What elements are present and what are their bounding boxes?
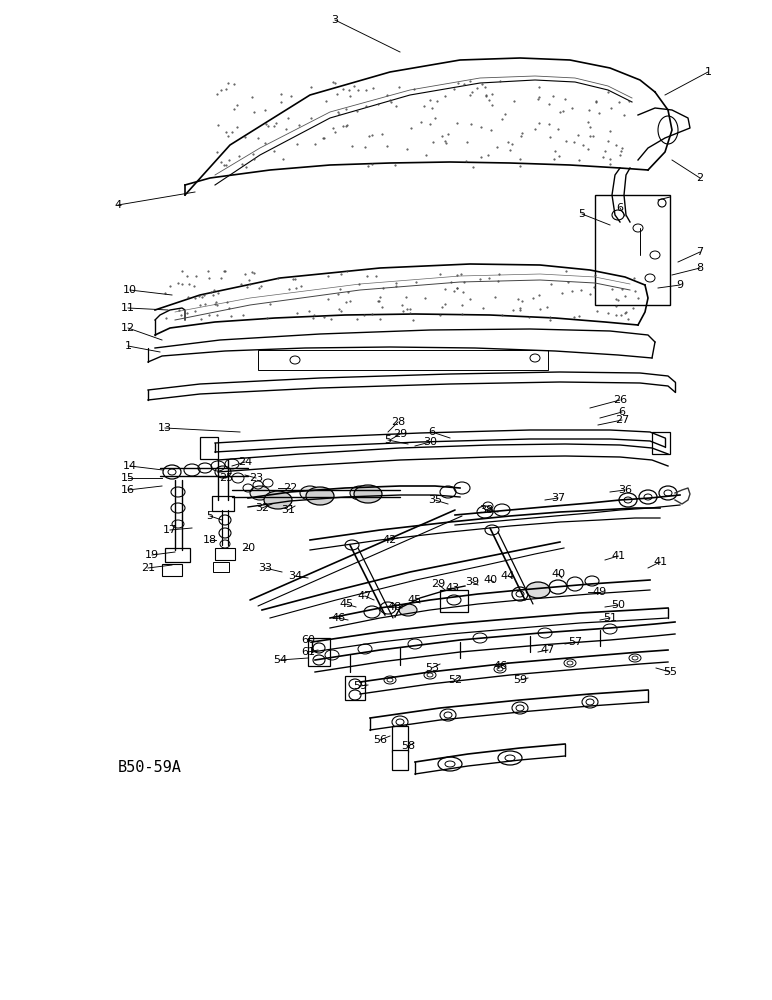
Text: 31: 31: [281, 505, 295, 515]
Text: 40: 40: [551, 569, 565, 579]
Text: 4: 4: [114, 200, 121, 210]
Text: 30: 30: [423, 437, 437, 447]
Text: 46: 46: [331, 613, 345, 623]
Text: 12: 12: [121, 323, 135, 333]
Text: 23: 23: [249, 473, 263, 483]
Bar: [215, 548, 235, 560]
Text: 27: 27: [615, 415, 629, 425]
Ellipse shape: [264, 491, 292, 509]
Text: 6: 6: [428, 427, 435, 437]
Text: 28: 28: [391, 417, 405, 427]
Text: 41: 41: [653, 557, 667, 567]
Text: 29: 29: [393, 429, 407, 439]
Bar: [595, 195, 670, 305]
Text: 19: 19: [145, 550, 159, 560]
Text: 10: 10: [123, 285, 137, 295]
Text: 47: 47: [541, 645, 555, 655]
Bar: [213, 562, 229, 572]
Bar: [392, 726, 408, 752]
Bar: [392, 750, 408, 770]
Text: 37: 37: [551, 493, 565, 503]
Text: 43: 43: [445, 583, 459, 593]
Text: 5: 5: [384, 435, 391, 445]
Ellipse shape: [306, 487, 334, 505]
Text: 36: 36: [618, 485, 632, 495]
Text: 6: 6: [618, 407, 625, 417]
Text: 42: 42: [383, 535, 397, 545]
Text: 18: 18: [203, 535, 217, 545]
Ellipse shape: [250, 486, 270, 500]
Text: 48: 48: [388, 602, 402, 612]
Text: 6: 6: [617, 203, 624, 213]
Text: 5: 5: [578, 209, 585, 219]
Text: 24: 24: [238, 457, 252, 467]
Text: 45: 45: [339, 599, 353, 609]
Bar: [165, 548, 190, 562]
Text: 41: 41: [611, 551, 625, 561]
Text: 34: 34: [288, 571, 302, 581]
Ellipse shape: [300, 486, 320, 500]
Text: 55: 55: [663, 667, 677, 677]
Text: 14: 14: [123, 461, 137, 471]
Text: 52: 52: [448, 675, 462, 685]
Text: 15: 15: [121, 473, 135, 483]
Text: 1: 1: [124, 341, 131, 351]
Text: 57: 57: [568, 637, 582, 647]
Text: 60: 60: [301, 635, 315, 645]
Text: 29: 29: [431, 579, 445, 589]
Bar: [258, 350, 548, 370]
Bar: [440, 590, 468, 612]
Bar: [345, 676, 365, 700]
Text: 16: 16: [121, 485, 135, 495]
Text: 45: 45: [407, 595, 421, 605]
Text: 26: 26: [613, 395, 627, 405]
Text: 21: 21: [141, 563, 155, 573]
Text: 1: 1: [705, 67, 712, 77]
Text: 47: 47: [358, 591, 372, 601]
Text: 11: 11: [121, 303, 135, 313]
Text: 40: 40: [483, 575, 497, 585]
Text: 56: 56: [373, 735, 387, 745]
Text: 13: 13: [158, 423, 172, 433]
Text: 8: 8: [696, 263, 703, 273]
Text: 50: 50: [611, 600, 625, 610]
Text: 32: 32: [255, 503, 269, 513]
Bar: [162, 564, 182, 576]
Text: 38: 38: [479, 505, 493, 515]
Text: 49: 49: [593, 587, 607, 597]
Text: 54: 54: [273, 655, 287, 665]
Text: 35: 35: [428, 495, 442, 505]
Ellipse shape: [350, 486, 370, 500]
Text: 46: 46: [493, 661, 507, 671]
Text: 51: 51: [603, 613, 617, 623]
Text: 3: 3: [331, 15, 338, 25]
Bar: [652, 432, 670, 454]
Text: 5: 5: [206, 511, 214, 521]
Bar: [308, 638, 330, 666]
Text: 9: 9: [676, 280, 683, 290]
Bar: [212, 496, 234, 511]
Text: B50-59A: B50-59A: [118, 760, 182, 776]
Ellipse shape: [526, 582, 550, 598]
Text: 59: 59: [353, 681, 367, 691]
Ellipse shape: [354, 485, 382, 503]
Text: 17: 17: [163, 525, 177, 535]
Text: 7: 7: [696, 247, 703, 257]
Text: 58: 58: [401, 741, 415, 751]
Text: 2: 2: [696, 173, 703, 183]
Ellipse shape: [399, 604, 417, 616]
Text: 39: 39: [465, 577, 479, 587]
Text: 20: 20: [241, 543, 255, 553]
Text: 22: 22: [283, 483, 297, 493]
Text: 61: 61: [301, 647, 315, 657]
Text: 53: 53: [425, 663, 439, 673]
Text: 59: 59: [513, 675, 527, 685]
Text: 25: 25: [219, 473, 233, 483]
Text: 44: 44: [501, 571, 515, 581]
Text: 33: 33: [258, 563, 272, 573]
Bar: [200, 437, 218, 459]
